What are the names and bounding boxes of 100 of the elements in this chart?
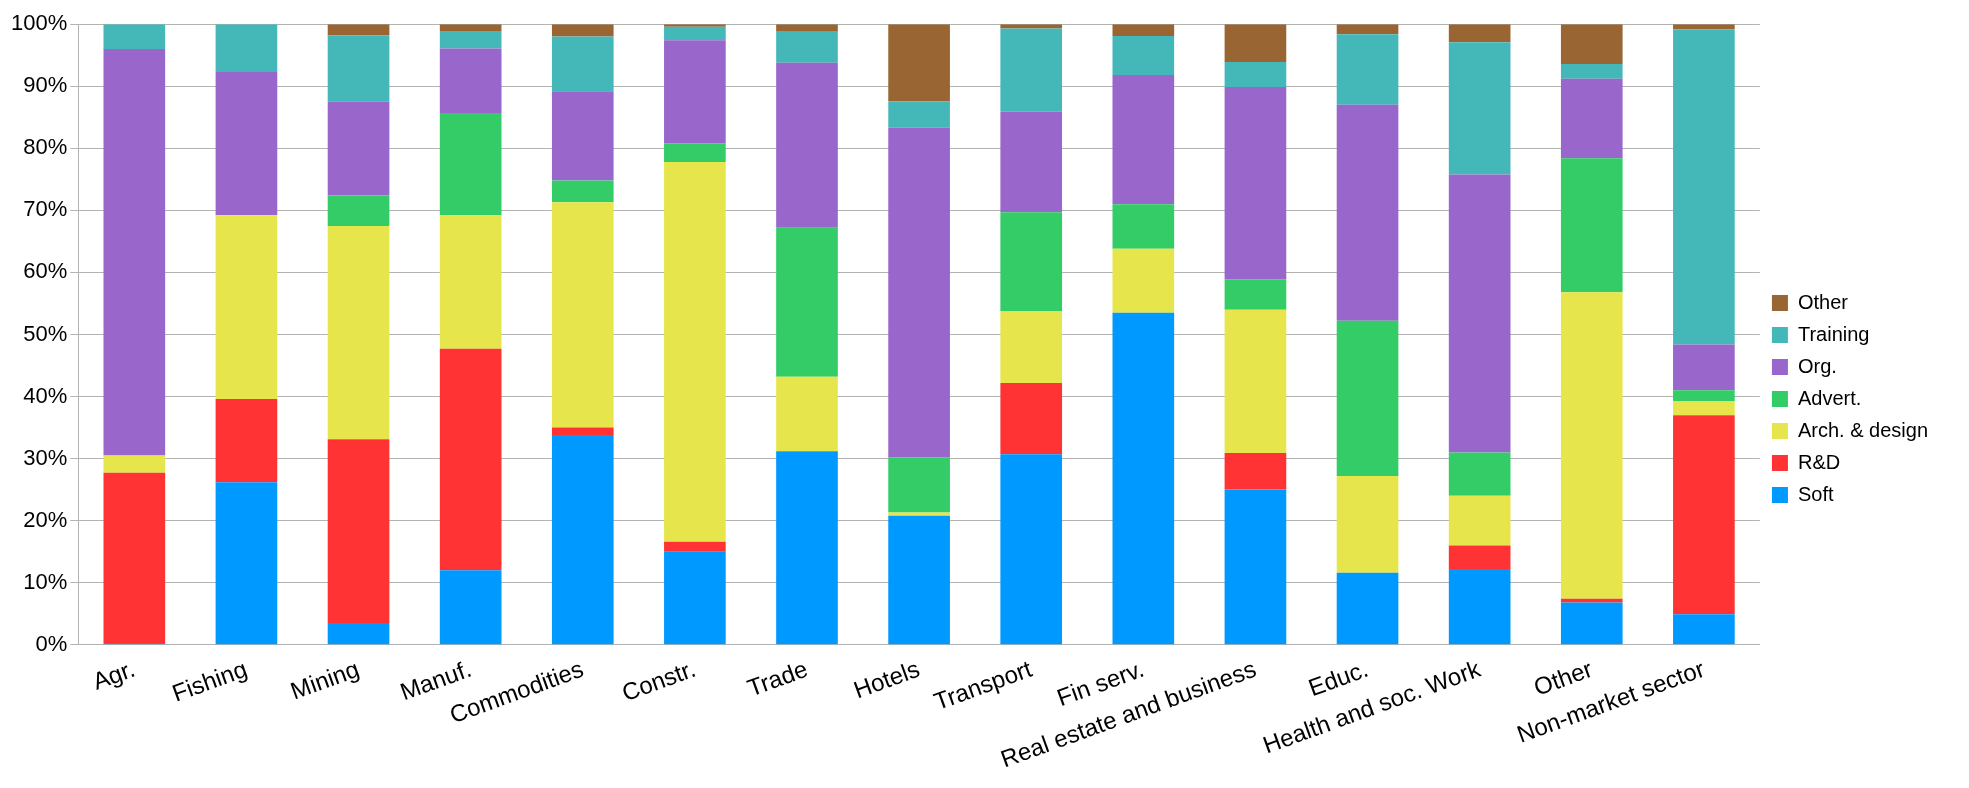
y-tick-label: 0% (35, 630, 68, 656)
bar (1448, 495, 1511, 546)
bar (776, 31, 838, 63)
legend-label: Org. (1797, 354, 1837, 377)
bar (215, 71, 278, 216)
bar (1560, 63, 1623, 79)
bar (1000, 111, 1063, 213)
bar (439, 31, 502, 49)
bar (1336, 104, 1399, 321)
bar (1112, 204, 1175, 249)
bar (1224, 309, 1287, 454)
y-tick-label: 50% (23, 320, 68, 346)
bar (888, 512, 950, 516)
x-tick-label: Mining (286, 654, 363, 705)
bar (1112, 35, 1175, 76)
bar (1448, 545, 1511, 570)
bar (1560, 602, 1623, 645)
bar (1448, 174, 1511, 453)
bar (664, 26, 726, 41)
bar (776, 62, 838, 228)
y-tick-label: 100% (10, 10, 68, 36)
bar (1673, 415, 1735, 615)
bar (327, 439, 390, 624)
bar (1000, 28, 1063, 112)
bar (776, 376, 838, 452)
bar (551, 435, 614, 645)
x-tick-label: Hotels (849, 654, 924, 704)
bar (1112, 248, 1175, 313)
bar (1224, 489, 1287, 645)
y-tick-label: 90% (23, 72, 68, 98)
legend-label: Advert. (1797, 386, 1862, 409)
bar (327, 101, 390, 196)
bar (1112, 312, 1175, 645)
bar (1448, 452, 1511, 496)
bar (551, 427, 614, 436)
x-tick-label: Constr. (618, 654, 699, 707)
bar (215, 215, 278, 400)
bar (888, 101, 950, 128)
bar (103, 24, 166, 50)
y-tick-label: 40% (23, 382, 68, 408)
bar (103, 455, 166, 473)
bar (327, 35, 390, 102)
bar (551, 36, 614, 92)
bar (1000, 454, 1063, 645)
bar (327, 623, 390, 645)
x-tick-label: Trade (743, 654, 811, 702)
bar (551, 202, 614, 428)
bar (1673, 400, 1735, 416)
legend-label: Training (1797, 322, 1870, 345)
legend-label: Other (1797, 290, 1849, 313)
bar (1000, 310, 1063, 383)
bar (664, 40, 726, 144)
bar (1000, 212, 1063, 311)
bar (888, 127, 950, 458)
bar (888, 24, 950, 102)
bar (1673, 390, 1735, 401)
bar (103, 49, 166, 456)
bar (664, 541, 726, 552)
bar (1673, 29, 1735, 345)
bar (215, 24, 278, 72)
bar (1112, 24, 1175, 36)
bar (439, 348, 502, 571)
bar (551, 24, 614, 37)
bar (1336, 34, 1399, 105)
bar (327, 225, 390, 440)
bar (1448, 569, 1511, 645)
bar (1560, 158, 1623, 293)
y-tick-label: 30% (23, 444, 68, 470)
y-tick-label: 10% (23, 568, 68, 594)
bar (551, 180, 614, 203)
legend-label: Soft (1797, 482, 1834, 505)
y-tick-label: 70% (23, 196, 68, 222)
y-tick-label: 80% (23, 134, 68, 160)
bar (1336, 24, 1399, 35)
bar (439, 48, 502, 113)
legend-label: Arch. & design (1797, 418, 1929, 441)
bar (215, 399, 278, 483)
bar (103, 472, 166, 643)
bar (776, 451, 838, 645)
bar (1112, 75, 1175, 205)
bar (439, 112, 502, 216)
bar (551, 91, 614, 181)
bar (888, 515, 950, 645)
x-tick-label: Agr. (88, 654, 139, 695)
bar (1560, 292, 1623, 599)
bar (215, 482, 278, 645)
bar (1673, 344, 1735, 391)
bar (439, 570, 502, 645)
bar (664, 143, 726, 162)
bar (1336, 475, 1399, 573)
legend-label: R&D (1797, 450, 1841, 473)
bar (1336, 320, 1399, 476)
bar (327, 195, 390, 226)
bar (1000, 24, 1063, 29)
x-tick-label: Fishing (168, 654, 251, 707)
bar (1673, 614, 1735, 645)
bar (1560, 78, 1623, 159)
bar (1224, 453, 1287, 490)
bar (1224, 279, 1287, 310)
bar (1560, 24, 1623, 64)
